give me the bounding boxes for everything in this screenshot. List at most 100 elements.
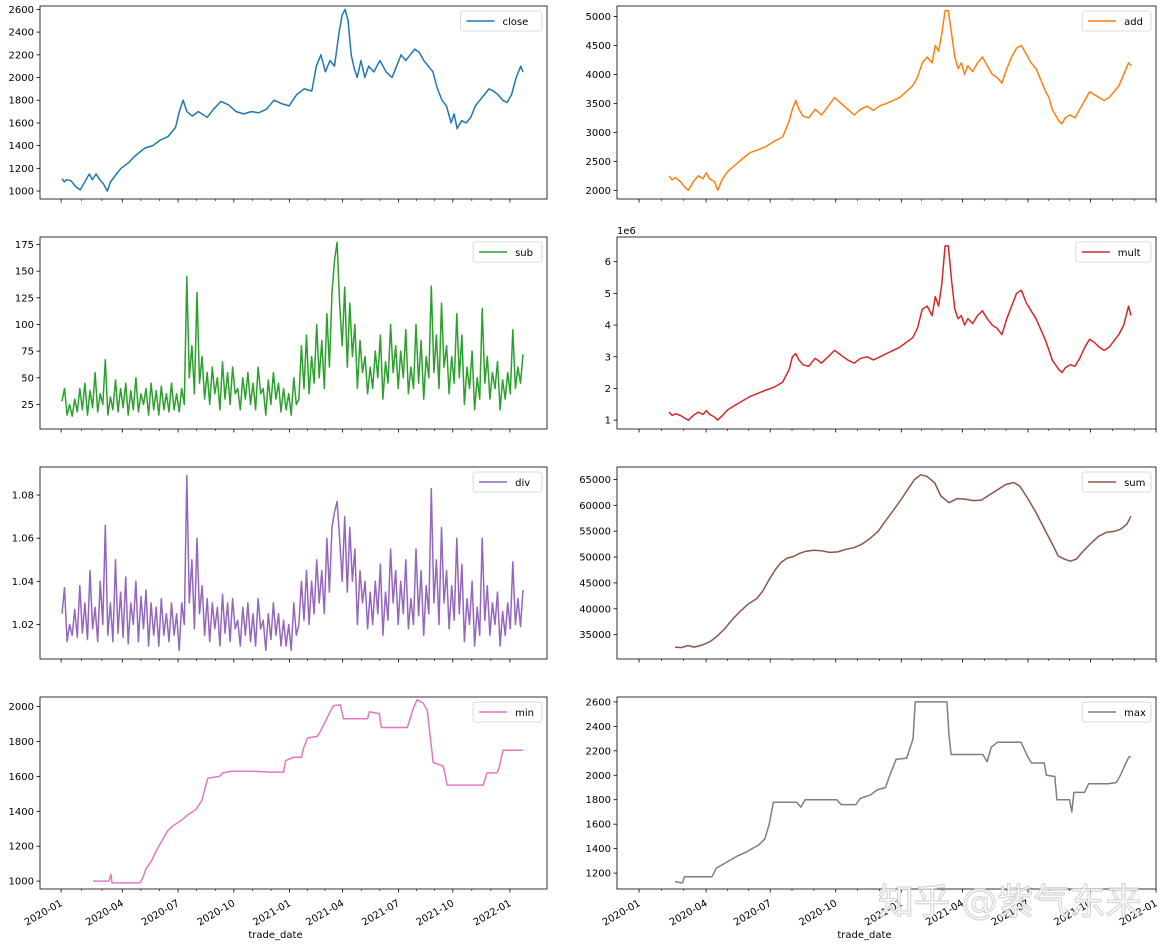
mult-series-line <box>668 245 1132 421</box>
mult-legend-box <box>1075 241 1152 263</box>
xtick-label: 2020-07 <box>140 898 182 928</box>
sum-axes-frame <box>616 466 1157 660</box>
div-ytick-label: 1.04 <box>12 577 34 588</box>
subplot-min: 1000 1200 1400 1600 1800 2000 2020-01 2020-04 20… <box>9 696 548 941</box>
add-legend-label: add <box>1124 17 1143 28</box>
max-axes-frame <box>616 696 1157 890</box>
min-ytick-label: 1800 <box>9 737 34 748</box>
sub-series-line <box>61 241 524 417</box>
xtick-label: 2021-10 <box>415 898 457 928</box>
add-ytick-label: 4000 <box>586 70 611 81</box>
xtick-label: 2020-04 <box>668 898 710 928</box>
div-series-line <box>61 474 524 652</box>
subplot-div: 1.02 1.04 1.06 1.08 div <box>12 466 548 663</box>
close-ytick-label: 2200 <box>9 50 34 61</box>
add-ytick-label: 3500 <box>586 99 611 110</box>
subplot-sub: 25 50 75 100 125 150 175 sub <box>15 236 548 433</box>
max-ytick-label: 2400 <box>586 722 611 733</box>
close-series-line <box>61 8 524 192</box>
max-ytick-label: 1200 <box>586 869 611 880</box>
max-ytick-label: 2000 <box>586 771 611 782</box>
close-ytick-label: 1600 <box>9 118 34 129</box>
mult-ytick-label: 5 <box>605 289 611 300</box>
sum-legend-box <box>1081 471 1152 493</box>
sum-ytick-label: 60000 <box>579 501 611 512</box>
add-axes-frame <box>616 5 1157 200</box>
sub-ytick-label: 75 <box>21 347 34 358</box>
mult-ytick-label: 4 <box>605 321 611 332</box>
max-series-line <box>674 701 1131 884</box>
min-legend-label: min <box>515 708 534 719</box>
mult-ytick-label: 6 <box>605 257 611 268</box>
close-ytick-label: 1400 <box>9 141 34 152</box>
close-ytick-label: 1000 <box>9 187 34 198</box>
sub-ytick-label: 50 <box>21 373 34 384</box>
close-ytick-label: 1200 <box>9 164 34 175</box>
sum-ytick-label: 50000 <box>579 553 611 564</box>
max-ytick-label: 1600 <box>586 820 611 831</box>
min-ytick-label: 1600 <box>9 772 34 783</box>
xtick-label: 2020-10 <box>196 898 238 928</box>
add-legend-box <box>1081 10 1152 32</box>
xtick-label: 2022-01 <box>472 898 514 928</box>
xtick-label: 2021-07 <box>360 898 402 928</box>
sub-ytick-label: 100 <box>15 320 34 331</box>
sum-ytick-label: 40000 <box>579 604 611 615</box>
div-ytick-label: 1.02 <box>12 620 34 631</box>
sum-ytick-label: 55000 <box>579 527 611 538</box>
max-legend-box <box>1081 701 1152 723</box>
subplot-sum: 35000 40000 45000 50000 55000 60000 65000 sum <box>579 466 1157 663</box>
sum-ytick-label: 35000 <box>579 630 611 641</box>
div-ytick-label: 1.06 <box>12 534 34 545</box>
max-ytick-label: 1400 <box>586 844 611 855</box>
mult-axes-frame <box>616 236 1157 430</box>
xtick-label: 2021-04 <box>304 898 346 928</box>
close-legend-label: close <box>503 17 529 28</box>
min-axes-frame <box>39 696 548 890</box>
mult-ytick-label: 2 <box>605 384 611 395</box>
close-ytick-label: 2600 <box>9 5 34 16</box>
sum-ytick-label: 65000 <box>579 475 611 486</box>
max-ytick-label: 1800 <box>586 795 611 806</box>
max-xlabel: trade_date <box>837 930 891 941</box>
mult-legend-label: mult <box>1118 248 1141 259</box>
close-legend-box <box>460 10 543 32</box>
xtick-label: 2021-01 <box>251 898 293 928</box>
xtick-label: 2020-01 <box>23 898 65 928</box>
mult-ytick-label: 3 <box>605 352 611 363</box>
add-ytick-label: 2000 <box>586 186 611 197</box>
min-ytick-label: 1000 <box>9 877 34 888</box>
add-ytick-label: 2500 <box>586 157 611 168</box>
add-ytick-label: 5000 <box>586 12 611 23</box>
sub-ytick-label: 125 <box>15 293 34 304</box>
max-ytick-label: 2600 <box>586 697 611 708</box>
max-ytick-label: 2200 <box>586 746 611 757</box>
xtick-label: 2020-01 <box>601 898 643 928</box>
sub-axes-frame <box>39 236 548 430</box>
max-legend-label: max <box>1124 708 1146 719</box>
min-ytick-label: 1200 <box>9 842 34 853</box>
sum-ytick-label: 45000 <box>579 578 611 589</box>
sub-ytick-label: 175 <box>15 240 34 251</box>
subplot-add: 2000 2500 3000 3500 4000 4500 5000 add <box>586 5 1157 203</box>
sum-legend-label: sum <box>1124 478 1145 489</box>
add-series-line <box>668 9 1132 192</box>
min-series-line <box>93 698 523 884</box>
mult-ytick-label: 1 <box>605 416 611 427</box>
sub-ytick-label: 25 <box>21 400 34 411</box>
div-axes-frame <box>39 466 548 660</box>
subplot-close: 1000 1200 1400 1600 1800 2000 2200 2400 2600 clos… <box>9 5 548 203</box>
watermark: 知乎 @紫气东来 <box>878 882 1141 923</box>
add-ytick-label: 4500 <box>586 41 611 52</box>
add-ytick-label: 3000 <box>586 128 611 139</box>
sub-legend-label: sub <box>515 248 533 259</box>
div-legend-box <box>472 471 543 493</box>
xtick-label: 2020-07 <box>732 898 774 928</box>
sub-legend-box <box>472 241 543 263</box>
div-ytick-label: 1.08 <box>12 491 34 502</box>
sub-ytick-label: 150 <box>15 267 34 278</box>
xtick-label: 2020-04 <box>84 898 126 928</box>
min-xlabel: trade_date <box>248 930 302 941</box>
min-ytick-label: 2000 <box>9 702 34 713</box>
